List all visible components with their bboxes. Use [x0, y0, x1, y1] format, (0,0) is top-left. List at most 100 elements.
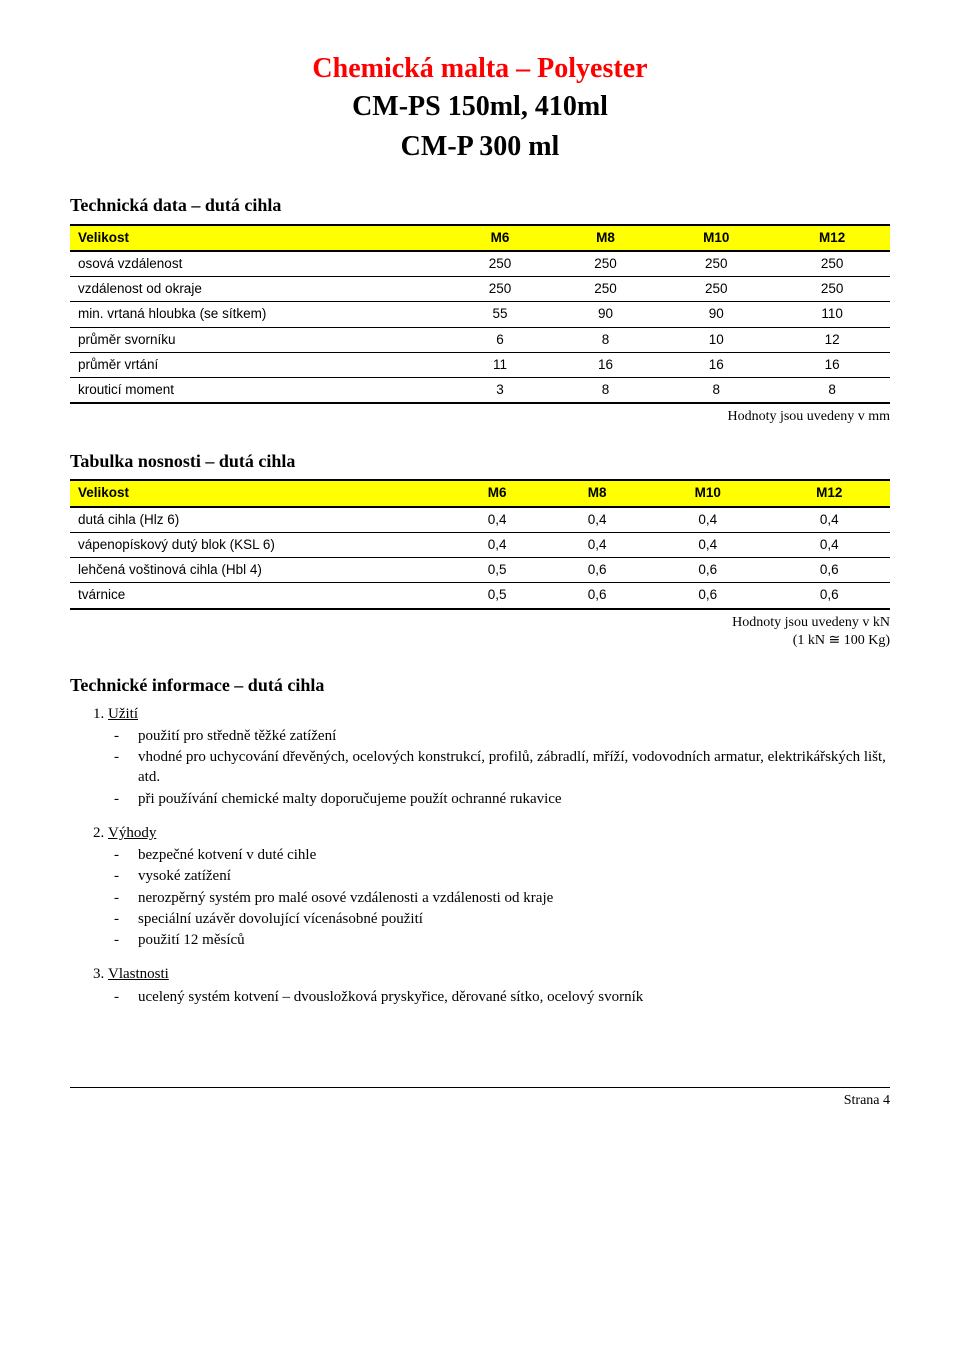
table-row: osová vzdálenost250250250250	[70, 251, 890, 277]
table-cell: 250	[774, 277, 890, 302]
table-cell: 6	[447, 327, 553, 352]
table-row: dutá cihla (Hlz 6)0,40,40,40,4	[70, 507, 890, 533]
table-cell: 16	[553, 352, 659, 377]
info-list: Užití použití pro středně těžké zatíženív…	[70, 704, 890, 1007]
page-footer: Strana 4	[70, 1087, 890, 1111]
table-row: vápenopískový dutý blok (KSL 6)0,40,40,4…	[70, 532, 890, 557]
table-cell: 0,4	[447, 532, 547, 557]
table-cell: průměr svorníku	[70, 327, 447, 352]
table-cell: 90	[658, 302, 774, 327]
table-cell: min. vrtaná hloubka (se sítkem)	[70, 302, 447, 327]
technical-data-table: VelikostM6M8M10M12 osová vzdálenost25025…	[70, 224, 890, 405]
table2-body: dutá cihla (Hlz 6)0,40,40,40,4vápenopísk…	[70, 507, 890, 609]
col-header: M6	[447, 480, 547, 506]
info-item: speciální uzávěr dovolující vícenásobné …	[108, 909, 890, 929]
info-section: Vlastnosti ucelený systém kotvení – dvous…	[108, 964, 890, 1007]
info-section-title: Výhody	[108, 825, 156, 841]
info-section: Užití použití pro středně těžké zatíženív…	[108, 704, 890, 809]
table-cell: průměr vrtání	[70, 352, 447, 377]
table-cell: vzdálenost od okraje	[70, 277, 447, 302]
table-cell: 16	[774, 352, 890, 377]
col-header: M10	[658, 225, 774, 251]
info-item: ucelený systém kotvení – dvousložková pr…	[108, 987, 890, 1007]
table-cell: 250	[553, 277, 659, 302]
table-cell: 250	[447, 277, 553, 302]
table1-header-row: VelikostM6M8M10M12	[70, 225, 890, 251]
table-cell: 0,4	[769, 532, 890, 557]
table2-heading: Tabulka nosnosti – dutá cihla	[70, 449, 890, 473]
table-cell: 10	[658, 327, 774, 352]
table-cell: 8	[658, 378, 774, 404]
table-cell: 250	[553, 251, 659, 277]
table1-heading: Technická data – dutá cihla	[70, 193, 890, 217]
table-cell: 55	[447, 302, 553, 327]
info-items: ucelený systém kotvení – dvousložková pr…	[108, 987, 890, 1007]
col-header: M8	[553, 225, 659, 251]
table-cell: 8	[774, 378, 890, 404]
table-cell: 0,6	[547, 558, 647, 583]
info-item: použití 12 měsíců	[108, 930, 890, 950]
table1-note: Hodnoty jsou uvedeny v mm	[70, 408, 890, 427]
table-cell: 0,6	[647, 558, 768, 583]
table-cell: 8	[553, 378, 659, 404]
info-item: nerozpěrný systém pro malé osové vzdálen…	[108, 888, 890, 908]
table-row: tvárnice0,50,60,60,6	[70, 583, 890, 609]
info-item: při používání chemické malty doporučujem…	[108, 789, 890, 809]
table-cell: 0,4	[447, 507, 547, 533]
table-cell: 250	[658, 277, 774, 302]
table-row: průměr vrtání11161616	[70, 352, 890, 377]
table-cell: 0,4	[647, 507, 768, 533]
footer-page: 4	[883, 1093, 890, 1108]
table-cell: 0,6	[769, 583, 890, 609]
col-header: M10	[647, 480, 768, 506]
table-cell: 8	[553, 327, 659, 352]
table-cell: tvárnice	[70, 583, 447, 609]
table-cell: 90	[553, 302, 659, 327]
table-cell: 0,4	[769, 507, 890, 533]
col-header: M8	[547, 480, 647, 506]
table-cell: 3	[447, 378, 553, 404]
table-cell: 12	[774, 327, 890, 352]
footer-label: Strana	[844, 1093, 880, 1108]
table-cell: 0,6	[547, 583, 647, 609]
info-items: použití pro středně těžké zatíženívhodné…	[108, 726, 890, 809]
doc-title-line3: CM-P 300 ml	[70, 128, 890, 166]
info-item: bezpečné kotvení v duté cihle	[108, 845, 890, 865]
table-cell: 0,5	[447, 558, 547, 583]
col-header: M12	[769, 480, 890, 506]
table-cell: 250	[447, 251, 553, 277]
info-section-title: Vlastnosti	[108, 966, 169, 982]
table-cell: 11	[447, 352, 553, 377]
table2-note-line2: (1 kN ≅ 100 Kg)	[793, 633, 890, 648]
table-row: krouticí moment3888	[70, 378, 890, 404]
load-table: VelikostM6M8M10M12 dutá cihla (Hlz 6)0,4…	[70, 479, 890, 609]
table2-note-line1: Hodnoty jsou uvedeny v kN	[732, 615, 890, 630]
table-cell: 250	[774, 251, 890, 277]
info-item: vhodné pro uchycování dřevěných, ocelový…	[108, 747, 890, 788]
info-items: bezpečné kotvení v duté cihlevysoké zatí…	[108, 845, 890, 950]
table-cell: 0,4	[647, 532, 768, 557]
table-cell: 110	[774, 302, 890, 327]
table-cell: osová vzdálenost	[70, 251, 447, 277]
table-cell: lehčená voštinová cihla (Hbl 4)	[70, 558, 447, 583]
table1-body: osová vzdálenost250250250250vzdálenost o…	[70, 251, 890, 403]
table-cell: 0,4	[547, 532, 647, 557]
info-item: použití pro středně těžké zatížení	[108, 726, 890, 746]
table-cell: krouticí moment	[70, 378, 447, 404]
info-heading: Technické informace – dutá cihla	[70, 673, 890, 697]
table2-note: Hodnoty jsou uvedeny v kN (1 kN ≅ 100 Kg…	[70, 614, 890, 652]
table-cell: 0,6	[647, 583, 768, 609]
table2-header-row: VelikostM6M8M10M12	[70, 480, 890, 506]
table-row: lehčená voštinová cihla (Hbl 4)0,50,60,6…	[70, 558, 890, 583]
col-header: Velikost	[70, 480, 447, 506]
table-row: průměr svorníku681012	[70, 327, 890, 352]
table-cell: 0,4	[547, 507, 647, 533]
table-row: min. vrtaná hloubka (se sítkem)559090110	[70, 302, 890, 327]
doc-title-line2: CM-PS 150ml, 410ml	[70, 88, 890, 126]
table-cell: 0,6	[769, 558, 890, 583]
table-cell: dutá cihla (Hlz 6)	[70, 507, 447, 533]
col-header: Velikost	[70, 225, 447, 251]
table-cell: 250	[658, 251, 774, 277]
info-section-title: Užití	[108, 706, 138, 722]
table-cell: vápenopískový dutý blok (KSL 6)	[70, 532, 447, 557]
